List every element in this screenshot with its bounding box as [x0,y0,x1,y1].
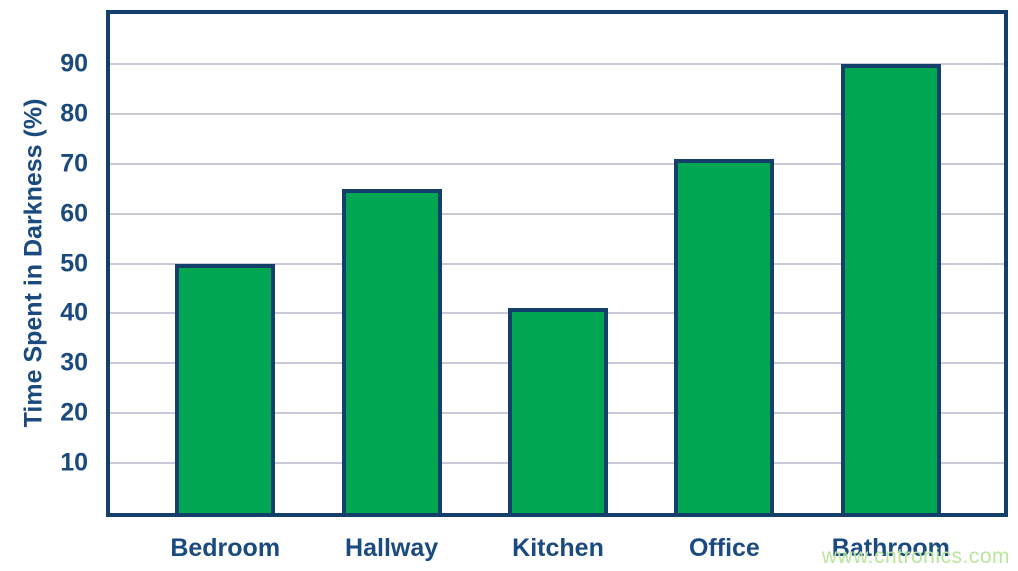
category-label-hallway: Hallway [345,534,439,562]
category-label-kitchen: Kitchen [512,534,604,562]
bar-slot-hallway [308,14,474,513]
y-axis-tick-labels: 10 20 30 40 50 60 70 80 90 [0,14,88,513]
y-tick-label-50: 50 [60,249,88,277]
gridline-80 [110,112,1004,115]
y-tick-label-30: 30 [60,348,88,377]
bar-hallway [341,188,442,513]
category-label-office: Office [688,534,760,562]
gridline-50 [110,262,1004,265]
bar-bathroom [840,63,941,513]
bar-bedroom [175,263,276,513]
y-tick-label-90: 90 [60,49,88,78]
bar-slot-office [641,14,807,513]
bar-office [674,158,775,513]
bar-slot-kitchen [475,14,641,513]
watermark-text: www.cntronics.com [821,545,1010,568]
bar-slot-bedroom [142,14,308,513]
bar-kitchen [508,308,609,513]
y-tick-label-10: 10 [60,448,88,477]
y-tick-label-60: 60 [60,199,88,228]
y-tick-label-20: 20 [60,398,88,427]
gridline-60 [110,212,1004,215]
bars-row [110,14,1004,513]
y-tick-label-40: 40 [60,298,88,327]
y-tick-label-80: 80 [60,99,88,128]
gridline-90 [110,62,1004,65]
gridline-70 [110,162,1004,165]
category-label-bathroom: Bathroom [831,534,950,562]
x-axis-labels: Bedroom Hallway Kitchen Office Bathroom [110,533,1004,563]
category-label-bedroom: Bedroom [170,534,281,562]
bar-slot-bathroom [808,14,974,513]
plot-area [106,10,1008,517]
y-tick-label-70: 70 [60,149,88,178]
